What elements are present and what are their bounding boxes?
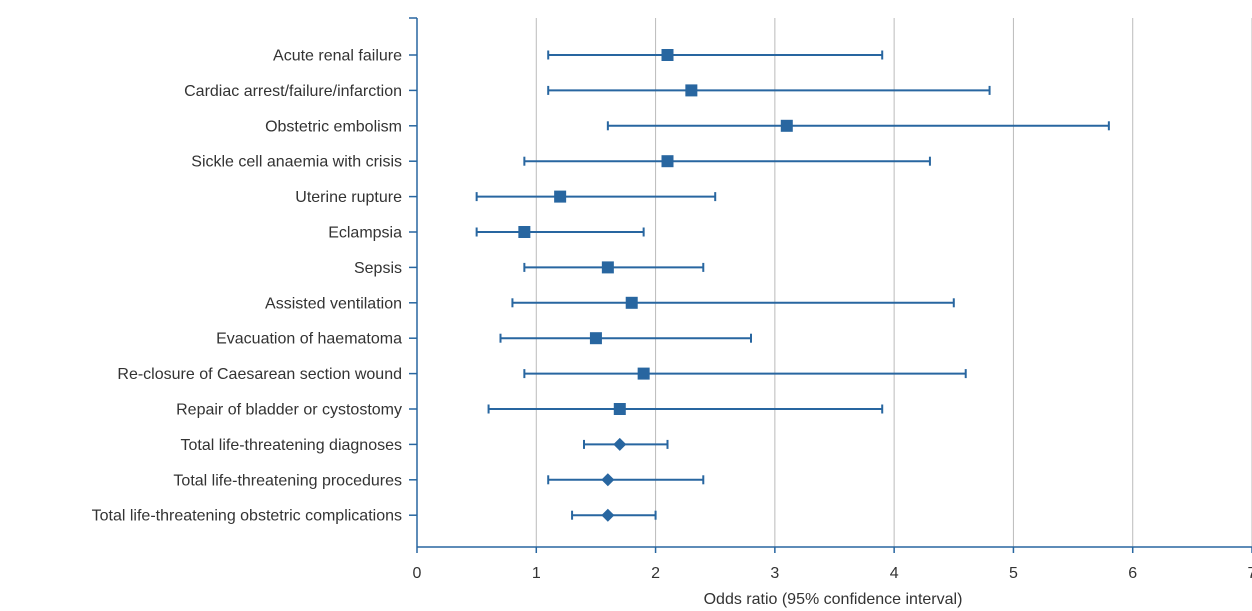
row-label: Sickle cell anaemia with crisis (191, 154, 402, 171)
point-estimate-square (637, 367, 650, 380)
row-label: Sepsis (354, 260, 402, 277)
point-estimate-square (589, 332, 602, 345)
row-label: Evacuation of haematoma (216, 331, 402, 348)
forest-row: Acute renal failure (273, 48, 884, 65)
point-estimate-square (661, 49, 674, 61)
row-label: Total life-threatening procedures (173, 472, 402, 489)
point-estimate-diamond (613, 437, 627, 451)
row-label: Acute renal failure (273, 48, 402, 65)
forest-row: Obstetric embolism (265, 118, 1110, 135)
forest-row: Re-closure of Caesarean section wound (117, 366, 967, 383)
x-axis-title: Odds ratio (95% confidence interval) (704, 591, 963, 608)
forest-rows: Acute renal failure Cardiac arrest/failur… (92, 48, 1110, 525)
x-tick-label-3: 3 (770, 565, 779, 582)
forest-row: Repair of bladder or cystostomy (176, 402, 884, 419)
forest-row: Total life-threatening procedures (173, 472, 705, 489)
point-estimate-square (685, 84, 698, 97)
forest-row: Uterine rupture (295, 189, 717, 206)
gridlines (535, 18, 1252, 547)
point-estimate-diamond (601, 508, 615, 522)
x-tick-label-4: 4 (890, 565, 899, 582)
forest-row: Cardiac arrest/failure/infarction (184, 83, 991, 100)
axes: 0 1 2 3 4 5 6 7 (409, 17, 1252, 582)
row-label: Obstetric embolism (265, 118, 402, 135)
forest-row: Eclampsia (328, 225, 645, 242)
forest-row: Total life-threatening diagnoses (181, 437, 669, 454)
forest-row: Total life-threatening obstetric complic… (92, 508, 657, 525)
row-label: Total life-threatening obstetric complic… (92, 508, 402, 525)
row-label: Assisted ventilation (265, 295, 402, 312)
row-label: Cardiac arrest/failure/infarction (184, 83, 402, 100)
x-tick-label-2: 2 (651, 565, 660, 582)
row-label: Total life-threatening diagnoses (181, 437, 402, 454)
x-tick-label-0: 0 (413, 565, 422, 582)
point-estimate-square (780, 119, 793, 132)
point-estimate-square (518, 226, 531, 238)
forest-row: Sickle cell anaemia with crisis (191, 154, 931, 171)
point-estimate-square (661, 155, 674, 168)
row-label: Repair of bladder or cystostomy (176, 402, 402, 419)
forest-row: Sepsis (354, 260, 705, 277)
forest-row: Evacuation of haematoma (216, 331, 752, 348)
forest-row: Assisted ventilation (265, 295, 955, 312)
x-tick-label-6: 6 (1128, 565, 1137, 582)
point-estimate-diamond (601, 473, 615, 487)
row-label: Eclampsia (328, 225, 402, 242)
point-estimate-square (613, 403, 626, 415)
point-estimate-square (601, 261, 614, 274)
point-estimate-square (625, 296, 638, 309)
point-estimate-square (554, 190, 567, 203)
x-tick-label-1: 1 (532, 565, 541, 582)
row-label: Uterine rupture (295, 189, 402, 206)
x-tick-label-7: 7 (1248, 565, 1252, 582)
row-label: Re-closure of Caesarean section wound (117, 366, 402, 383)
x-tick-label-5: 5 (1009, 565, 1018, 582)
